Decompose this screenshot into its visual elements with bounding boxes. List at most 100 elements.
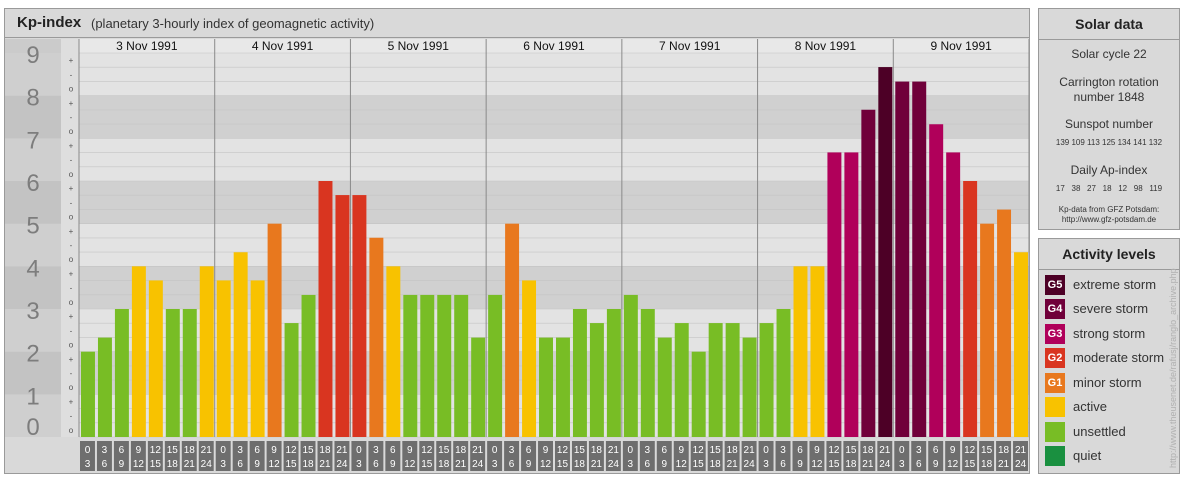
day-header-strip [79,39,1029,53]
hour-label-box [334,441,350,471]
solar-data-title: Solar data [1039,9,1179,40]
kp-bar [437,294,452,437]
hour-label-box [860,441,876,471]
kp-bar [980,223,995,437]
hour-end-label: 3 [356,459,362,470]
kp-bar [488,294,503,437]
hour-label-box [317,441,333,471]
y-subtick-label: + [69,56,74,65]
y-tick-label: 6 [26,170,39,197]
hour-start-label: 3 [509,445,515,456]
kp-bar [861,109,876,437]
chart-subtitle: (planetary 3-hourly index of geomagnetic… [91,16,375,31]
y-tick-label: 8 [26,85,39,112]
kp-bar [963,181,978,437]
kp-bar [522,280,537,437]
hour-start-label: 3 [645,445,651,456]
chart-title: Kp-index [17,14,82,31]
kp-bar [369,237,384,437]
hour-end-label: 21 [727,459,739,470]
hour-start-label: 6 [119,445,125,456]
hour-end-label: 21 [862,459,874,470]
legend-swatch [1045,446,1065,466]
hour-start-label: 21 [1015,445,1027,456]
kp-bar [182,309,197,437]
hour-label-box [588,441,604,471]
y-tick-label: 5 [26,213,39,240]
y-subtick-label: - [70,326,73,335]
kp-bar [725,323,740,437]
hour-end-label: 9 [933,459,939,470]
kp-bar [97,337,112,437]
legend-label: strong storm [1073,326,1146,341]
y-subtick-label: - [70,412,73,421]
kp-bar [708,323,723,437]
kp-bar [674,323,689,437]
carrington-rotation-number: number 1848 [1073,90,1145,104]
hour-label-box [741,441,757,471]
hour-label-box [843,441,859,471]
hour-start-label: 12 [828,445,840,456]
hour-end-label: 6 [102,459,108,470]
hour-label-box [453,441,469,471]
hour-label-box [690,441,706,471]
hour-label-box [571,441,587,471]
hour-end-label: 18 [710,459,722,470]
hour-start-label: 9 [814,445,820,456]
hour-start-label: 9 [271,445,277,456]
hour-end-label: 3 [85,459,91,470]
hour-start-label: 9 [678,445,684,456]
hour-label-box [877,441,893,471]
kp-bar [810,266,825,437]
hour-start-label: 6 [390,445,396,456]
hour-start-label: 12 [557,445,569,456]
y-axis-band [5,394,61,437]
y-subtick-label: o [69,127,74,136]
hour-label-box [419,441,435,471]
hour-start-label: 15 [981,445,993,456]
y-subtick-label: - [70,369,73,378]
activity-levels-panel: Activity levels G5 extreme storm G4 seve… [1038,238,1180,474]
hour-label-box [368,441,384,471]
hour-end-label: 18 [167,459,179,470]
hour-start-label: 0 [220,445,226,456]
hour-end-label: 21 [319,459,331,470]
hour-label-box [996,441,1012,471]
kp-bar [454,294,469,437]
hour-label-box [894,441,910,471]
hour-end-label: 12 [404,459,416,470]
hour-label-box [911,441,927,471]
y-subaxis-column [61,39,79,437]
kp-bar [301,294,316,437]
kp-bar [606,309,621,437]
kp-bar [946,152,961,437]
hour-end-label: 9 [254,459,260,470]
kp-bar [776,309,791,437]
hour-label-box [385,441,401,471]
hour-label-box [113,441,129,471]
kp-bar [539,337,553,437]
hour-label-box [215,441,231,471]
hour-label-box [232,441,248,471]
hour-label-box [96,441,112,471]
kp-bar [997,209,1012,437]
hour-start-label: 18 [184,445,196,456]
hour-end-label: 6 [916,459,922,470]
hour-label-box [521,441,537,471]
hour-end-label: 24 [336,459,348,470]
hour-end-label: 6 [780,459,786,470]
hour-label-box [945,441,961,471]
hour-label-box [351,441,367,471]
hour-end-label: 15 [150,459,162,470]
legend-label: minor storm [1073,375,1142,390]
kp-bar [793,266,808,437]
solar-cycle: Solar cycle 22 [1071,47,1147,61]
hour-start-label: 0 [492,445,498,456]
hour-start-label: 18 [455,445,467,456]
kp-bar [403,294,418,437]
hour-end-label: 18 [438,459,450,470]
kp-bar [929,124,944,438]
kp-bar [759,323,774,437]
sunspot-label: Sunspot number [1064,117,1154,131]
